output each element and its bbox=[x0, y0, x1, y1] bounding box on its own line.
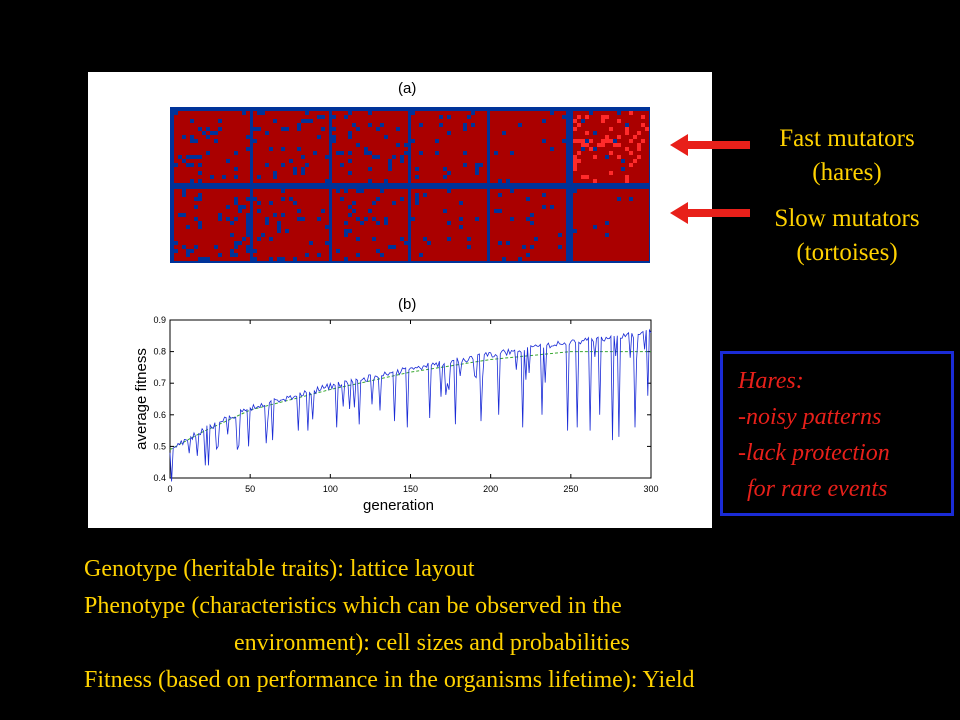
phenotype-text: Phenotype (characteristics which can be … bbox=[84, 593, 622, 619]
lattice-pattern bbox=[411, 111, 487, 183]
x-tick-label: 50 bbox=[245, 484, 255, 494]
x-axis-label: generation bbox=[363, 497, 434, 514]
x-tick-label: 200 bbox=[483, 484, 498, 494]
lattice-pattern bbox=[573, 189, 649, 261]
genotype-text: Genotype (heritable traits): lattice lay… bbox=[84, 556, 475, 582]
fitness-text: Fitness (based on performance in the org… bbox=[84, 667, 695, 693]
series-line-slow bbox=[169, 351, 651, 451]
arrow-left-icon bbox=[670, 134, 750, 156]
phenotype-text-continued: environment): cell sizes and probabiliti… bbox=[234, 630, 630, 656]
lattice-grid bbox=[170, 107, 650, 263]
x-tick-label: 100 bbox=[323, 484, 338, 494]
lattice-pattern bbox=[174, 111, 250, 183]
slow-mutators-line2: (tortoises) bbox=[796, 239, 898, 266]
y-tick-label: 0.9 bbox=[153, 315, 166, 325]
lattice-pattern bbox=[253, 111, 329, 183]
fast-mutators-line1: Fast mutators bbox=[779, 125, 915, 152]
figure-panel: (a) (b) 0 50 100 150 200 250 300 0.4 0.5 0.6 0.7 0.… bbox=[88, 72, 712, 528]
lattice-pattern bbox=[253, 189, 329, 261]
y-tick-label: 0.6 bbox=[153, 410, 166, 420]
lattice-pattern bbox=[332, 189, 408, 261]
series-line-fast bbox=[169, 328, 652, 482]
x-tick-label: 300 bbox=[643, 484, 658, 494]
fitness-chart: 0 50 100 150 200 250 300 0.4 0.5 0.6 0.7 0.8 0.9 gene… bbox=[133, 315, 659, 514]
x-tick-label: 150 bbox=[403, 484, 418, 494]
note-line-noisy: -noisy patterns bbox=[738, 404, 882, 430]
lattice-pattern bbox=[332, 111, 408, 183]
note-line-rare-events: for rare events bbox=[747, 476, 888, 502]
panel-a-label: (a) bbox=[398, 80, 417, 97]
x-tick-label: 250 bbox=[563, 484, 578, 494]
fast-mutators-label: Fast mutators (hares) bbox=[752, 122, 942, 190]
slow-mutators-line1: Slow mutators bbox=[774, 205, 920, 232]
note-title: Hares: bbox=[738, 368, 804, 394]
lattice-pattern bbox=[573, 111, 649, 183]
lattice-pattern bbox=[490, 189, 566, 261]
hares-note-box: Hares: -noisy patterns -lack protection … bbox=[720, 351, 954, 516]
y-tick-label: 0.8 bbox=[153, 347, 166, 357]
slow-mutators-label: Slow mutators (tortoises) bbox=[752, 202, 942, 270]
lattice-pattern bbox=[411, 189, 487, 261]
x-tick-label: 0 bbox=[167, 484, 172, 494]
note-line-protection: -lack protection bbox=[738, 440, 890, 466]
panel-b-label: (b) bbox=[398, 296, 417, 313]
y-tick-label: 0.4 bbox=[153, 473, 166, 483]
lattice-pattern bbox=[174, 189, 250, 261]
arrow-shape bbox=[670, 134, 750, 156]
arrow-left-icon bbox=[670, 202, 750, 224]
y-axis-label: average fitness bbox=[133, 348, 150, 450]
arrow-shape bbox=[670, 202, 750, 224]
y-tick-label: 0.7 bbox=[153, 378, 166, 388]
y-tick-label: 0.5 bbox=[153, 441, 166, 451]
lattice-pattern bbox=[490, 111, 566, 183]
fast-mutators-line2: (hares) bbox=[812, 159, 882, 186]
